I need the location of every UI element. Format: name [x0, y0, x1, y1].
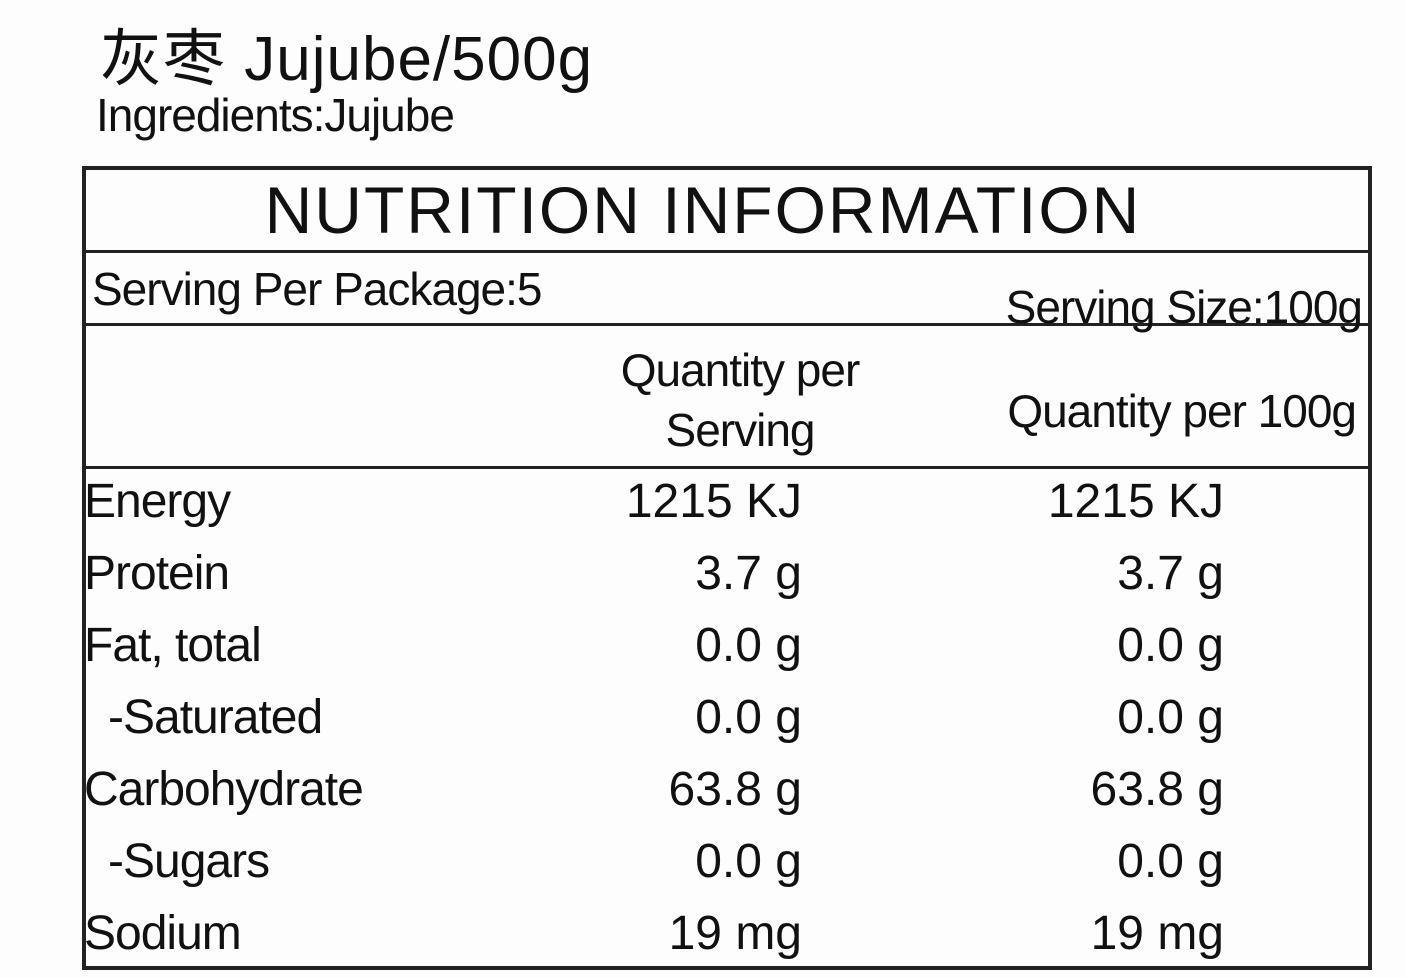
- per-100g-value: 0.0 g: [1117, 691, 1224, 744]
- divider: [82, 466, 1372, 469]
- per-serving-value: 0.0 g: [695, 691, 802, 744]
- nutrient-name: Fat, total: [84, 619, 262, 672]
- column-header: Quantity per 100g: [1007, 385, 1357, 437]
- per-serving-value: 3.7 g: [695, 547, 802, 600]
- table-border: [82, 166, 1372, 970]
- per-serving-value: 63.8 g: [668, 763, 802, 816]
- table-title: NUTRITION INFORMATION: [264, 173, 1142, 247]
- per-serving-value: 19 mg: [668, 907, 802, 960]
- per-100g-value: 1215 KJ: [1047, 475, 1224, 528]
- nutrient-name: Carbohydrate: [84, 763, 364, 816]
- nutrient-name: Sodium: [84, 907, 242, 960]
- per-serving-value: 0.0 g: [695, 619, 802, 672]
- per-serving-value: 0.0 g: [695, 835, 802, 888]
- per-100g-value: 63.8 g: [1090, 763, 1224, 816]
- divider: [82, 323, 1372, 326]
- ingredients: Ingredients:Jujube: [96, 89, 455, 141]
- product-title: 灰枣 Jujube/500g: [100, 25, 594, 94]
- servings-per-package: Serving Per Package:5: [92, 263, 542, 315]
- nutrient-name: Protein: [84, 547, 230, 600]
- nutrient-name: -Sugars: [108, 835, 270, 888]
- nutrient-name: Energy: [84, 475, 231, 528]
- per-100g-value: 3.7 g: [1117, 547, 1224, 600]
- per-serving-value: 1215 KJ: [625, 475, 802, 528]
- per-100g-value: 0.0 g: [1117, 835, 1224, 888]
- per-100g-value: 0.0 g: [1117, 619, 1224, 672]
- per-100g-value: 19 mg: [1090, 907, 1224, 960]
- nutrient-name: -Saturated: [108, 691, 323, 744]
- divider: [82, 250, 1372, 253]
- column-header: Quantity per Serving: [620, 344, 861, 456]
- serving-size: Serving Size:100g: [1005, 281, 1363, 333]
